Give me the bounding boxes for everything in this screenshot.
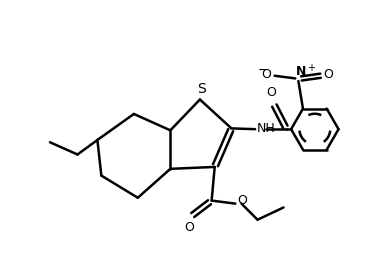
Text: NH: NH: [257, 122, 275, 135]
Text: O: O: [184, 221, 194, 234]
Text: N: N: [296, 65, 306, 78]
Text: O: O: [324, 68, 334, 81]
Text: S: S: [197, 82, 206, 96]
Text: O: O: [237, 194, 247, 207]
Text: O: O: [262, 68, 272, 81]
Text: +: +: [307, 63, 315, 73]
Text: O: O: [267, 86, 277, 99]
Text: −: −: [258, 64, 268, 77]
